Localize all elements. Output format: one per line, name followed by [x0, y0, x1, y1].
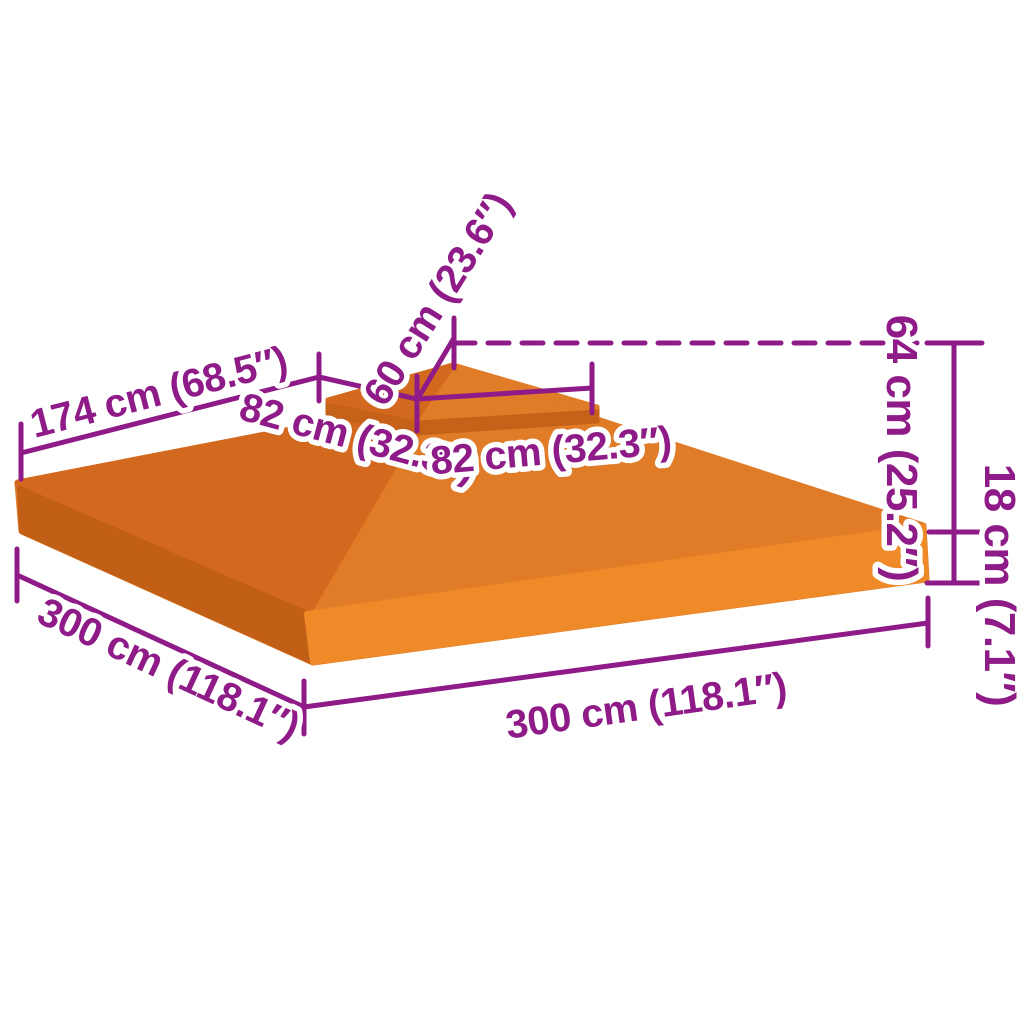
- dim-line-60: [414, 335, 457, 403]
- canopy-skirt-right: [304, 524, 929, 665]
- label-18: 18 cm (7.1″): [975, 464, 1024, 707]
- dim-line-300-bottom: [301, 620, 931, 710]
- main-canopy: [14, 402, 930, 666]
- label-300-bottom: 300 cm (118.1″): [503, 665, 789, 748]
- dim-line-82-right: [414, 385, 595, 402]
- dim-line-82-left: [316, 374, 420, 402]
- dim-line-300-left: [14, 572, 307, 710]
- dimension-lines: [14, 315, 985, 737]
- label-64: 64 cm (25.2″): [877, 315, 926, 582]
- dim-line-174: [18, 374, 322, 456]
